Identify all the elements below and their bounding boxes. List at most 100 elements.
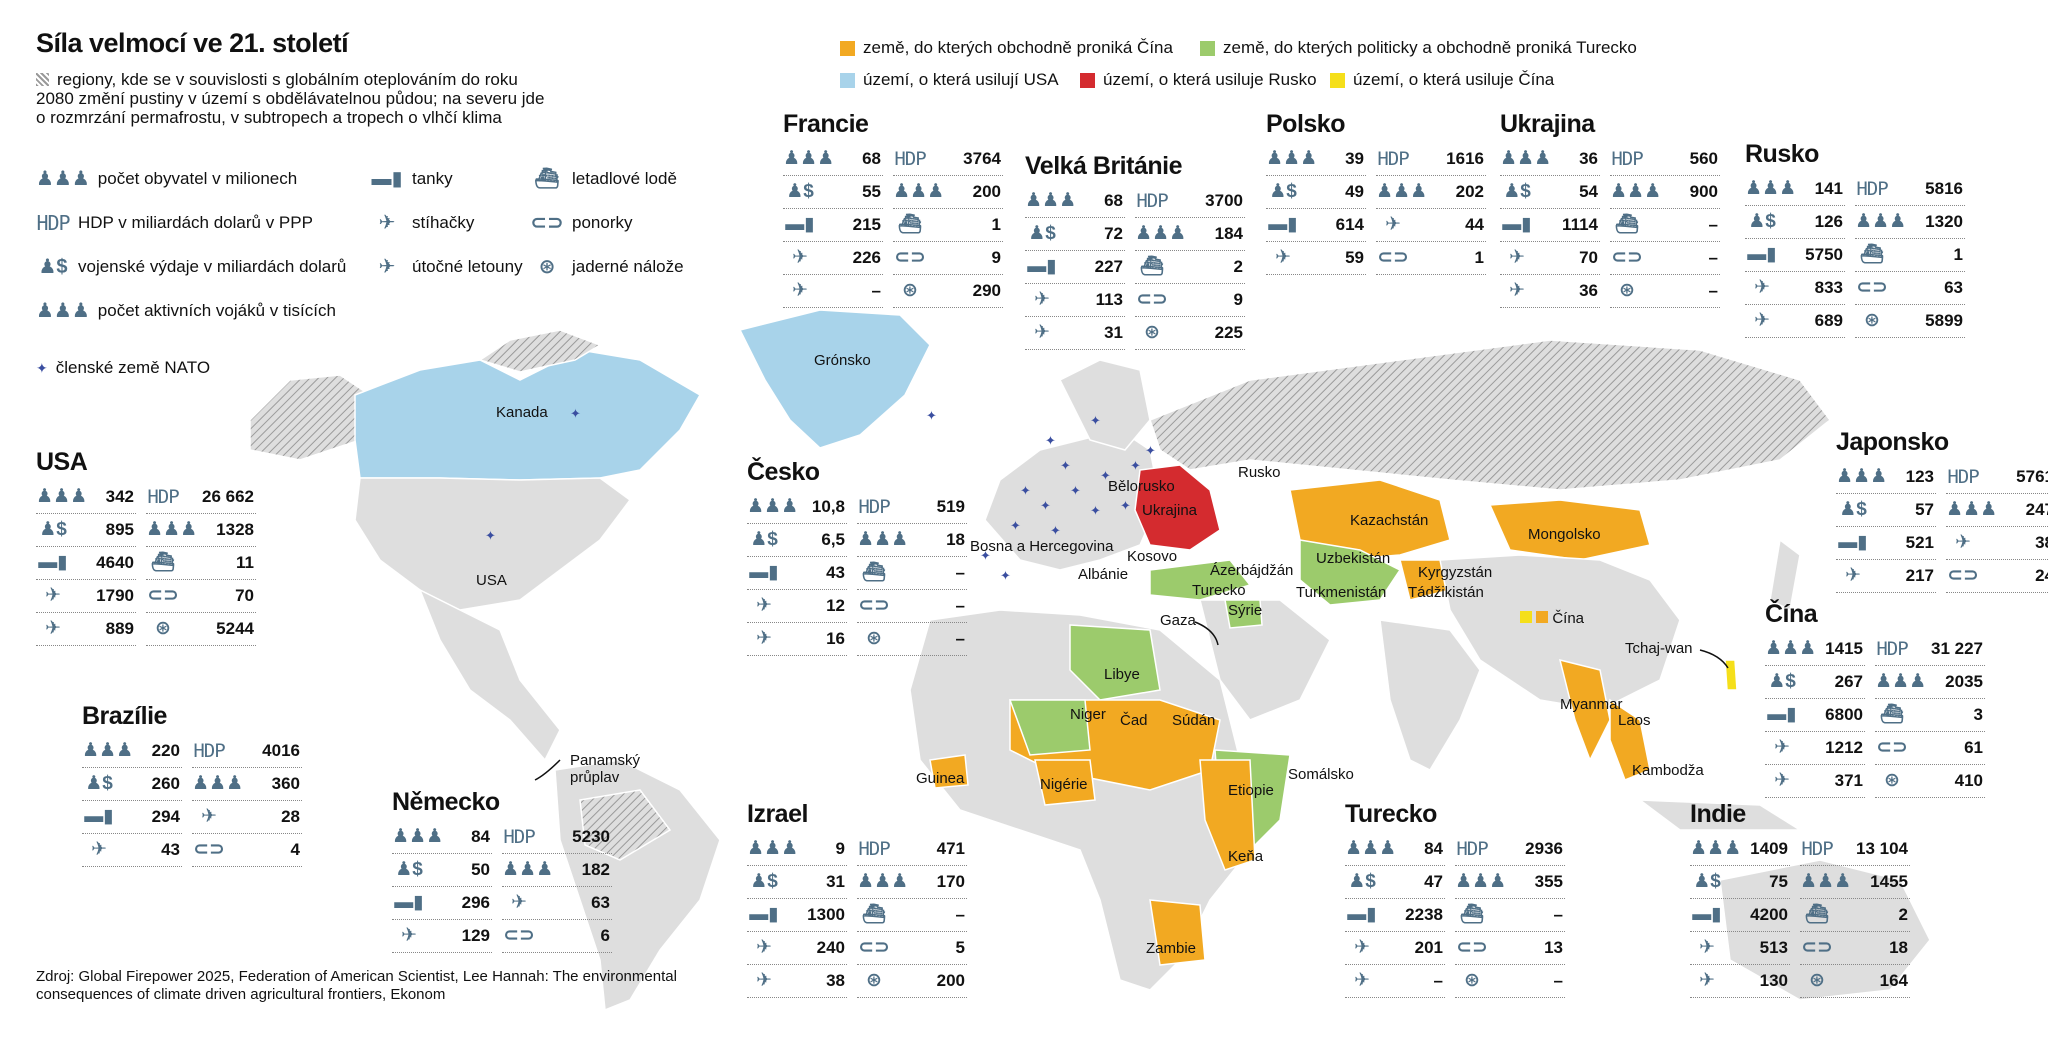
stat-row: ✈ 63 — [502, 887, 612, 920]
stat-value: 43 — [161, 840, 180, 859]
stat-value: 267 — [1834, 672, 1863, 691]
nigeria-shape — [1034, 759, 1096, 806]
dollar-soldier-icon: ♟$ — [38, 256, 68, 278]
soldiers-icon: ♟♟♟ — [36, 300, 90, 322]
stat-value: 471 — [936, 839, 965, 858]
tank-icon: ▬▮ — [371, 168, 403, 190]
stat-value: 5750 — [1805, 245, 1843, 264]
stat-row: ♟$ 260 — [82, 768, 182, 801]
stat-value: 113 — [1095, 290, 1123, 309]
fighter-jet-icon: ✈ — [1754, 277, 1770, 298]
source-note: Zdroj: Global Firepower 2025, Federation… — [36, 968, 677, 1003]
stat-value: – — [1708, 281, 1718, 300]
stat-row: ♟♟♟ 182 — [502, 854, 612, 887]
legend-china-trade-label: země, do kterých obchodně proniká Čína — [863, 38, 1173, 57]
nato-star: ✦ — [570, 407, 581, 422]
nuclear-icon: ⊛ — [866, 970, 882, 991]
stat-value: 1409 — [1750, 839, 1788, 858]
stat-value: 215 — [852, 215, 881, 234]
soldiers-icon: ♟♟♟ — [146, 519, 198, 540]
nato-star: ✦ — [1090, 414, 1101, 429]
attack-plane-icon: ✈ — [756, 970, 772, 991]
stat-value: 11 — [236, 553, 254, 572]
legend-population: ♟♟♟ počet obyvatel v milionech — [36, 168, 297, 190]
stat-row: ♟♟♟ 39 — [1266, 143, 1366, 176]
legend-turkey-label: země, do kterých politicky a obchodně pr… — [1223, 38, 1637, 57]
stat-row: ♟♟♟ 84 — [392, 821, 492, 854]
hatch-swatch — [36, 73, 49, 86]
soldiers-icon: ♟♟♟ — [192, 773, 244, 794]
fighter-jet-icon: ✈ — [1699, 937, 1715, 958]
population-icon: ♟♟♟ — [747, 838, 799, 859]
population-icon: ♟♟♟ — [1765, 638, 1817, 659]
stat-row: ✈ 129 — [392, 920, 492, 953]
stat-value: 290 — [972, 281, 1001, 300]
usa-shape — [354, 477, 632, 611]
soldiers-icon: ♟♟♟ — [1875, 671, 1927, 692]
stat-value: 4016 — [262, 741, 300, 760]
stat-row: ✈ 217 — [1836, 560, 1936, 593]
attack-plane-icon: ✈ — [378, 256, 396, 278]
stat-value: – — [1708, 248, 1718, 267]
stat-value: 49 — [1345, 182, 1364, 201]
soldiers-icon: ♟♟♟ — [1455, 871, 1507, 892]
stat-row: HDP 560 — [1610, 143, 1720, 176]
population-icon: ♟♟♟ — [82, 740, 134, 761]
stat-row: ⊂⊃ – — [1610, 242, 1720, 275]
stat-value: 12 — [826, 596, 845, 615]
taiwan-shape — [1724, 659, 1738, 691]
stat-row: ✈ 113 — [1025, 284, 1125, 317]
hdp-icon: HDP — [894, 148, 926, 170]
stat-row: HDP 471 — [857, 833, 967, 866]
indonesia-shape — [1637, 799, 1803, 831]
nuclear-icon: ⊛ — [1864, 310, 1880, 331]
stat-row: ▬▮ 521 — [1836, 527, 1936, 560]
arctic-islands-shape — [478, 329, 602, 373]
stat-value: 2 — [1233, 257, 1243, 276]
alaska-shape — [249, 374, 371, 461]
fighter-jet-icon: ✈ — [1354, 937, 1370, 958]
stat-row: ♟$ 267 — [1765, 666, 1865, 699]
stat-row: HDP 2936 — [1455, 833, 1565, 866]
legend-gdp-label: HDP v miliardách dolarů v PPP — [78, 213, 313, 232]
legend-subs-label: ponorky — [572, 213, 633, 232]
label-cambodia: Kambodža — [1632, 762, 1704, 779]
hdp-icon: HDP — [1947, 466, 1979, 488]
legend-carriers: ⛴ letadlové lodě — [530, 168, 677, 190]
military-spending-icon: ♟$ — [1348, 871, 1376, 892]
label-sudan: Súdán — [1172, 712, 1216, 729]
russia-shape — [1149, 339, 1832, 491]
stat-value: 410 — [1954, 771, 1983, 790]
legend-population-label: počet obyvatel v milionech — [97, 169, 298, 188]
submarine-icon: ⊂⊃ — [1456, 937, 1488, 958]
submarine-icon: ⊂⊃ — [1801, 937, 1833, 958]
stat-row: ♟$ 49 — [1266, 176, 1366, 209]
stat-value: 889 — [105, 619, 134, 638]
attack-plane-icon: ✈ — [45, 618, 61, 639]
stat-row: ♟♟♟ 900 — [1610, 176, 1720, 209]
stat-value: 18 — [946, 530, 965, 549]
nato-star: ✦ — [1045, 434, 1056, 449]
nato-star: ✦ — [1100, 469, 1111, 484]
submarine-icon: ⊂⊃ — [858, 595, 890, 616]
belarus-ukraine-shape — [1134, 464, 1221, 551]
scandinavia-shape — [1058, 359, 1151, 451]
stat-row: ⊛ 225 — [1135, 317, 1245, 350]
stat-row: ♟♟♟ 170 — [857, 866, 967, 899]
country-name: Francie — [783, 110, 869, 138]
soldiers-icon: ♟♟♟ — [857, 529, 909, 550]
stat-value: 70 — [235, 586, 254, 605]
label-china: Čína — [1520, 610, 1584, 627]
stat-value: 294 — [151, 807, 180, 826]
country-name: Izrael — [747, 800, 808, 828]
tank-icon: ▬▮ — [1838, 532, 1868, 553]
legend-military-label: vojenské výdaje v miliardách dolarů — [78, 257, 347, 276]
attack-plane-icon: ✈ — [1509, 280, 1525, 301]
military-spending-icon: ♟$ — [1768, 671, 1796, 692]
legend-china-label: území, o která usiluje Čína — [1353, 70, 1555, 89]
hdp-icon: HDP — [1876, 638, 1908, 660]
panel-israel: Izrael ♟♟♟ 9 ♟$ 31 ▬▮ 1300 ✈ 240 ✈ 38 HDP 471 ♟♟♟ 170 ⛴… — [747, 800, 967, 998]
stat-row: ♟♟♟ 10,8 — [747, 491, 847, 524]
legend-usa: území, o která usilují USA — [840, 70, 1059, 90]
carrier-icon: ⛴ — [897, 214, 923, 235]
